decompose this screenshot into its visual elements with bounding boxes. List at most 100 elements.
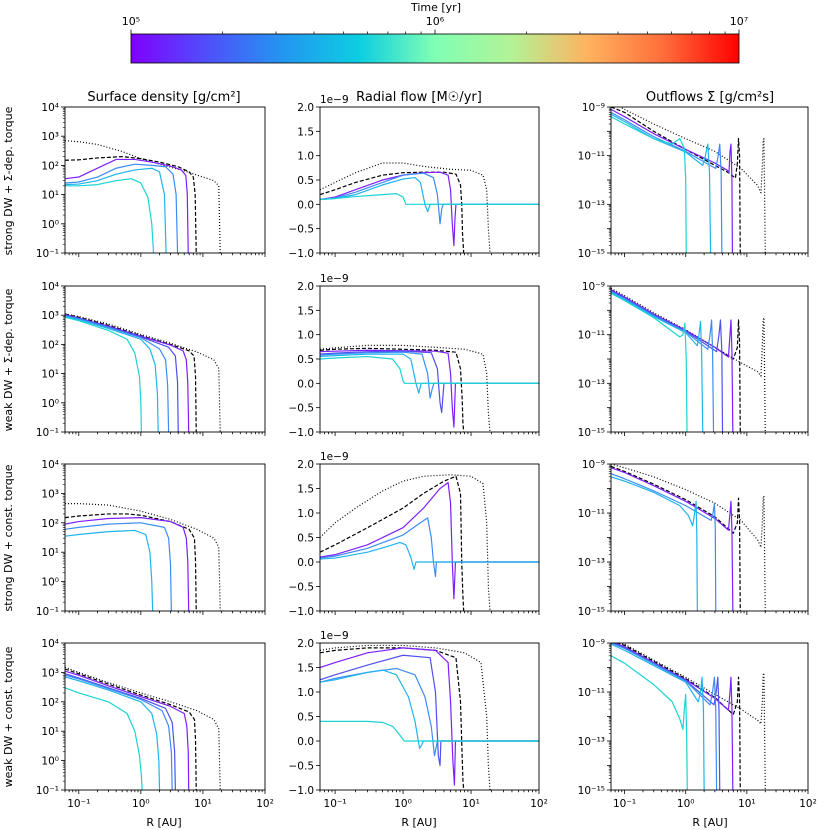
y-tick-label: 10³ (41, 667, 59, 679)
axes-frame (610, 463, 809, 612)
y-tick-label: 10² (41, 518, 59, 530)
y-tick-label: 10⁰ (41, 398, 59, 410)
series-line-dashed (65, 668, 197, 790)
y-tick-label: 10⁴ (41, 281, 59, 293)
colorbar: Time [yr] 10⁵ 10⁶ 10⁷ (122, 1, 748, 64)
row-label-3: weak DW + const. torque (2, 646, 15, 787)
y-tick-label: 10⁻¹⁵ (578, 427, 605, 439)
series-line-dashed (320, 347, 465, 432)
y-tick-label: 10⁰ (41, 219, 59, 231)
y-tick-label: 0.0 (297, 557, 314, 569)
series-line-solid (65, 158, 189, 253)
axes-frame (319, 463, 540, 612)
y-offset-text: 1e−9 (320, 273, 349, 285)
xaxis-label-col-2: R [AU] (692, 816, 727, 829)
x-tick-label: 10⁰ (394, 798, 412, 810)
series-line-solid (320, 172, 539, 225)
y-tick-label: 10⁴ (41, 459, 59, 471)
axes-flow-row-2: −1.0 −0.5 0.0 0.5 1.0 1.5 2.0 1e−9 (289, 451, 540, 618)
y-tick-label: 0.5 (297, 175, 314, 187)
series-line-solid (320, 482, 539, 600)
y-tick-label: 2.0 (297, 281, 314, 293)
lines-sigma-row-1 (65, 313, 221, 432)
x-tick-label: 10⁰ (132, 798, 150, 810)
panel-sigma-row-2: 10⁻¹ 10⁰ 10¹ 10² 10³ 10⁴ (36, 459, 266, 618)
series-line-dotted (65, 313, 221, 432)
y-tick-label: 10² (41, 697, 59, 709)
lines-outflow-row-3 (611, 643, 766, 790)
panel-flow-row-2: −1.0 −0.5 0.0 0.5 1.0 1.5 2.0 1e−9 (289, 451, 540, 618)
x-tick-label: 10⁻¹ (613, 798, 636, 810)
series-line-dashed (65, 513, 197, 611)
y-tick-label: 10³ (41, 310, 59, 322)
y-tick-label: 10⁻¹¹ (578, 687, 605, 699)
y-tick-label: 0.0 (297, 736, 314, 748)
axes-sigma-row-3: 10⁻¹ 10⁰ 10¹ 10² 10⁻¹ 10⁰ 10¹ 10² 10³ 10⁴ (36, 638, 274, 810)
series-line-dotted (611, 287, 766, 432)
colorbar-tick-label: 10⁶ (426, 15, 445, 28)
y-tick-label: 0.0 (297, 378, 314, 390)
series-line-solid (611, 111, 723, 253)
series-line-solid (611, 290, 724, 432)
column-title-outflows: Outflows Σ̇ [g/cm²s] (646, 90, 774, 105)
series-line-solid (320, 353, 539, 394)
series-line-solid (65, 676, 161, 790)
y-tick-label: −1.0 (289, 427, 315, 439)
axes-flow-row-1: −1.0 −0.5 0.0 0.5 1.0 1.5 2.0 1e−9 (289, 273, 540, 439)
y-tick-label: 10⁻¹³ (578, 557, 605, 569)
y-tick-label: 0.5 (297, 533, 314, 545)
x-tick-label: 10⁻¹ (67, 798, 90, 810)
series-line-solid (320, 647, 539, 786)
panel-outflow-row-2: 10⁻¹⁵ 10⁻¹³ 10⁻¹¹ 10⁻⁹ (578, 459, 809, 618)
axes-outflow-row-3: 10⁻¹ 10⁰ 10¹ 10² 10⁻¹⁵ 10⁻¹³ 10⁻¹¹ 10⁻⁹ (578, 638, 817, 810)
series-line-solid (65, 522, 172, 611)
series-line-solid (611, 292, 688, 432)
lines-sigma-row-2 (65, 503, 221, 611)
panel-sigma-row-1: 10⁻¹ 10⁰ 10¹ 10² 10³ 10⁴ (36, 281, 266, 439)
series-line-solid (320, 654, 539, 767)
series-line-dashed (611, 289, 741, 432)
series-line-solid (611, 289, 734, 432)
series-line-solid (320, 349, 539, 428)
series-line-solid (320, 351, 539, 399)
y-tick-label: 10¹ (41, 547, 59, 559)
column-title-radial-flow: Radial flow [M☉/yr] (356, 90, 482, 105)
y-tick-label: 1.5 (297, 126, 314, 138)
x-tick-label: 10² (530, 798, 548, 810)
y-tick-label: 10⁻⁹ (582, 281, 605, 293)
series-line-dashed (320, 647, 465, 790)
y-tick-label: −0.5 (289, 224, 315, 236)
y-tick-label: 1.0 (297, 508, 314, 520)
y-tick-label: −1.0 (289, 785, 315, 797)
series-line-solid (65, 517, 190, 611)
series-line-solid (65, 674, 173, 790)
axes-sigma-row-2: 10⁻¹ 10⁰ 10¹ 10² 10³ 10⁴ (36, 459, 266, 618)
panel-sigma-row-0: 10⁻¹ 10⁰ 10¹ 10² 10³ 10⁴ (36, 102, 266, 260)
y-tick-label: 10⁻⁹ (582, 459, 605, 471)
y-tick-label: 10⁻⁹ (582, 102, 605, 114)
x-tick-label: 10⁰ (677, 798, 695, 810)
y-tick-label: 0.5 (297, 712, 314, 724)
series-line-dotted (65, 503, 221, 611)
y-tick-label: 10¹ (41, 726, 59, 738)
series-line-solid (320, 541, 539, 570)
axes-frame (610, 285, 809, 433)
y-tick-label: −1.0 (289, 606, 315, 618)
series-line-dotted (620, 643, 766, 790)
x-tick-label: 10² (256, 798, 274, 810)
y-tick-label: 1.5 (297, 663, 314, 675)
panels: 10⁻¹ 10⁰ 10¹ 10² 10³ 10⁴ −1.0 −0.5 0.0 0.5 1.0 1.5 2… (36, 94, 817, 810)
axes-sigma-row-1: 10⁻¹ 10⁰ 10¹ 10² 10³ 10⁴ (36, 281, 266, 439)
y-tick-label: 2.0 (297, 459, 314, 471)
y-tick-label: 0.5 (297, 354, 314, 366)
y-tick-label: 10⁻¹ (36, 606, 59, 618)
series-line-solid (65, 315, 159, 432)
lines-outflow-row-0 (611, 107, 766, 253)
y-tick-label: 10⁴ (41, 102, 59, 114)
y-tick-label: 1.0 (297, 330, 314, 342)
series-line-dashed (320, 475, 465, 611)
colorbar-gradient (130, 33, 740, 64)
axes-frame (319, 285, 540, 433)
series-line-dashed (65, 313, 197, 432)
series-line-solid (320, 667, 539, 757)
